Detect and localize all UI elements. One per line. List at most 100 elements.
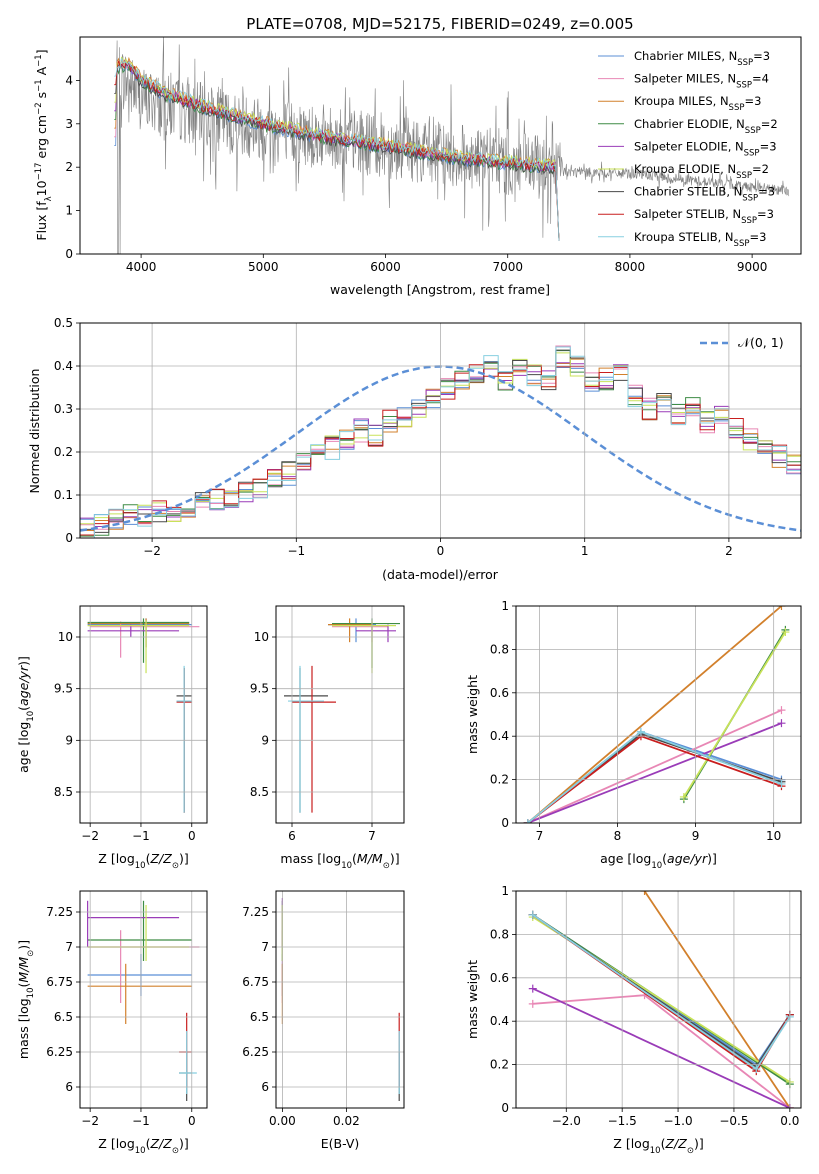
y-tick-label: 7 bbox=[261, 940, 269, 954]
label-part: Chabrier ELODIE, N bbox=[634, 117, 745, 131]
label-part: erg cm bbox=[34, 115, 49, 163]
label-part: Z/Z bbox=[664, 1136, 687, 1151]
label-part: M/M bbox=[16, 957, 31, 983]
weight-vs-age-xlabel: age [log10(age/yr)] bbox=[600, 851, 717, 871]
label-part: ( bbox=[16, 706, 31, 711]
residual-panel: −2 −1 0 1 2 0 0.1 0.2 0.3 0.4 0.5 𝒩(0, 1) (data-mode… bbox=[27, 316, 802, 582]
weight-vs-z-ylabel: mass weight bbox=[465, 960, 480, 1039]
spectrum-xlabel: wavelength [Angstrom, rest frame] bbox=[330, 282, 550, 297]
y-tick-label: 6.5 bbox=[250, 1010, 269, 1024]
x-tick-label: −1 bbox=[287, 544, 305, 558]
x-tick-label: 6 bbox=[288, 829, 296, 843]
label-part: Salpeter MILES, N bbox=[634, 72, 736, 86]
x-tick-label: −2 bbox=[81, 829, 99, 843]
x-tick-label: 4000 bbox=[126, 260, 157, 274]
mass-vs-z-ylabel: mass [log10(M/M⊙)] bbox=[16, 940, 36, 1059]
y-tick-label: 6.5 bbox=[54, 1010, 73, 1024]
label-part: age/yr bbox=[16, 665, 31, 706]
x-tick-label: 0 bbox=[437, 544, 445, 558]
label-part: A bbox=[34, 66, 49, 79]
x-tick-label: −1 bbox=[132, 1114, 150, 1128]
x-tick-label: 0.02 bbox=[333, 1114, 360, 1128]
model-spectrum bbox=[114, 60, 560, 242]
spectrum-panel: 4000 5000 6000 7000 8000 9000 0 1 2 3 4 Chabrier MI… bbox=[34, 36, 802, 297]
label-part: ( bbox=[16, 983, 31, 988]
label-part: ( bbox=[352, 851, 357, 866]
label-part: Salpeter ELODIE, N bbox=[634, 139, 744, 153]
label-part: =4 bbox=[752, 72, 769, 86]
weight-marker bbox=[777, 606, 786, 610]
model-spectrum bbox=[114, 58, 560, 242]
x-tick-label: −2 bbox=[81, 1114, 99, 1128]
y-tick-label: 7.25 bbox=[46, 905, 73, 919]
legend-label: Kroupa ELODIE, NSSP=2 bbox=[634, 162, 769, 181]
weight-line bbox=[527, 730, 782, 823]
y-tick-label: 0.5 bbox=[54, 316, 73, 330]
y-tick-label: 6.75 bbox=[242, 975, 269, 989]
x-tick-label: −2.0 bbox=[552, 1114, 581, 1128]
age-vs-z-xlabel: Z [log10(Z/Z⊙)] bbox=[98, 851, 188, 871]
label-part: −1 bbox=[34, 54, 44, 67]
weight-line bbox=[527, 730, 782, 823]
x-tick-label: 7 bbox=[368, 829, 376, 843]
y-tick-label: 4 bbox=[65, 73, 73, 87]
y-tick-label: 0.3 bbox=[54, 402, 73, 416]
weight-line bbox=[532, 987, 791, 1108]
x-tick-label: −2 bbox=[143, 544, 161, 558]
y-tick-label: 9.5 bbox=[54, 682, 73, 696]
weight-line bbox=[527, 606, 783, 823]
weight-line bbox=[532, 914, 791, 1071]
label-part: SSP bbox=[745, 126, 761, 136]
label-part: 10 bbox=[26, 711, 36, 722]
axes-frame bbox=[79, 605, 208, 824]
weight-marker bbox=[528, 910, 537, 919]
residual-xlabel: (data-model)/error bbox=[382, 567, 499, 582]
label-part: −17 bbox=[34, 162, 44, 180]
label-part: s bbox=[34, 92, 49, 103]
plot-area bbox=[281, 898, 400, 1101]
y-tick-label: 0.4 bbox=[490, 1014, 509, 1028]
x-tick-label: −1 bbox=[132, 829, 150, 843]
weight-marker bbox=[679, 792, 688, 801]
plot-area bbox=[114, 37, 790, 254]
legend-label: Chabrier STELIB, NSSP=3 bbox=[634, 185, 775, 204]
y-tick-label: 0.8 bbox=[490, 642, 509, 656]
x-tick-label: 8000 bbox=[615, 260, 646, 274]
y-tick-label: 8.5 bbox=[250, 785, 269, 799]
weight-line bbox=[683, 631, 787, 798]
y-tick-label: 6 bbox=[65, 1080, 73, 1094]
x-tick-label: 7 bbox=[536, 829, 544, 843]
weight-line bbox=[527, 732, 782, 823]
label-part: mass [log bbox=[280, 851, 341, 866]
axes-frame bbox=[275, 890, 405, 1109]
label-part: 10 bbox=[135, 861, 146, 871]
y-tick-label: 10 bbox=[58, 630, 73, 644]
y-tick-label: 0.2 bbox=[54, 445, 73, 459]
label-part: )] bbox=[707, 851, 717, 866]
y-tick-label: 0 bbox=[501, 816, 509, 830]
x-tick-label: 0 bbox=[188, 1114, 196, 1128]
plot-area bbox=[523, 606, 790, 823]
label-part: =3 bbox=[757, 207, 774, 221]
x-tick-label: 7000 bbox=[492, 260, 523, 274]
age-vs-mass-xlabel: mass [log10(M/M⊙)] bbox=[280, 851, 399, 871]
y-tick-label: 1 bbox=[65, 204, 73, 218]
y-tick-label: 0.1 bbox=[54, 488, 73, 502]
label-part: Z/Z bbox=[149, 851, 172, 866]
label-part: −1 bbox=[34, 79, 44, 92]
legend-label: Chabrier ELODIE, NSSP=2 bbox=[634, 117, 778, 136]
label-part: SSP bbox=[736, 81, 752, 91]
y-tick-label: 2 bbox=[65, 160, 73, 174]
mass-vs-z-xlabel: Z [log10(Z/Z⊙)] bbox=[98, 1136, 188, 1156]
label-part: ⊙ bbox=[172, 861, 179, 871]
residual-ylabel: Normed distribution bbox=[27, 369, 42, 494]
y-tick-label: 9.5 bbox=[250, 682, 269, 696]
legend-label: Salpeter MILES, NSSP=4 bbox=[634, 72, 769, 91]
y-tick-label: 9 bbox=[65, 733, 73, 747]
label-part: )] bbox=[179, 1136, 189, 1151]
y-tick-label: 3 bbox=[65, 117, 73, 131]
weight-line bbox=[532, 914, 791, 1069]
y-tick-label: 7.25 bbox=[242, 905, 269, 919]
